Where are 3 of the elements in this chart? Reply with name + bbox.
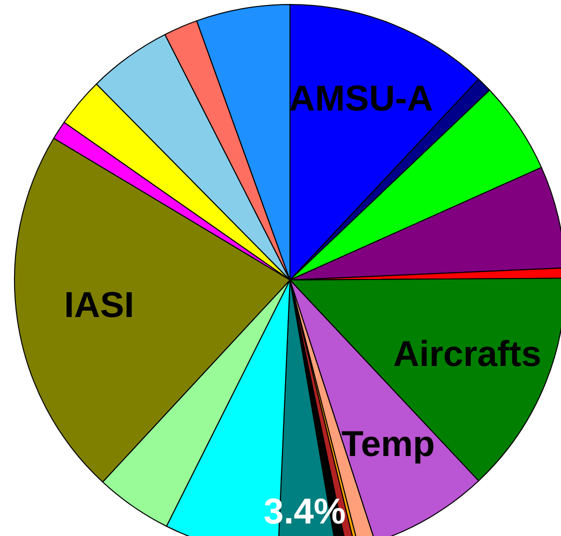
slice-label: AMSU-A (289, 78, 433, 119)
slice-label: IASI (64, 284, 134, 326)
slice-label: Aircrafts (393, 332, 542, 374)
